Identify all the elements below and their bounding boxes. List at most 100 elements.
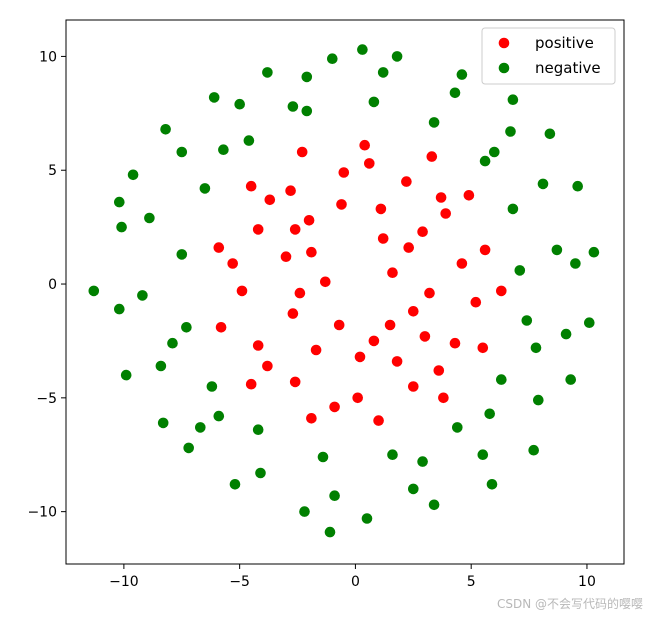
point-negative-61 bbox=[114, 196, 125, 208]
x-tick-label: −5 bbox=[229, 574, 250, 590]
point-negative-30 bbox=[329, 490, 340, 502]
point-positive-50 bbox=[433, 365, 445, 376]
point-negative-65 bbox=[167, 337, 178, 349]
point-negative-17 bbox=[551, 244, 563, 256]
point-positive-31 bbox=[215, 322, 227, 333]
point-negative-47 bbox=[565, 374, 576, 385]
point-negative-71 bbox=[213, 410, 225, 422]
point-negative-57 bbox=[208, 92, 220, 103]
point-negative-10 bbox=[206, 381, 218, 392]
x-tick-label: 5 bbox=[467, 574, 476, 590]
point-negative-54 bbox=[391, 51, 403, 62]
point-negative-4 bbox=[368, 96, 380, 108]
point-positive-37 bbox=[496, 285, 507, 297]
point-positive-36 bbox=[477, 342, 489, 354]
point-positive-54 bbox=[417, 226, 428, 237]
legend-marker-positive bbox=[498, 37, 510, 49]
point-negative-34 bbox=[560, 328, 572, 340]
point-negative-33 bbox=[533, 394, 544, 406]
point-negative-46 bbox=[528, 444, 539, 456]
point-positive-49 bbox=[329, 401, 340, 413]
point-positive-21 bbox=[352, 392, 364, 404]
y-tick-label: 5 bbox=[48, 163, 57, 179]
point-positive-32 bbox=[245, 378, 257, 390]
point-negative-11 bbox=[252, 424, 264, 436]
point-positive-16 bbox=[285, 185, 296, 196]
point-positive-41 bbox=[377, 233, 389, 244]
point-positive-35 bbox=[438, 392, 449, 404]
point-positive-39 bbox=[384, 319, 396, 331]
point-positive-30 bbox=[213, 242, 225, 253]
y-tick-label: 10 bbox=[39, 49, 57, 65]
point-negative-20 bbox=[449, 87, 461, 99]
point-negative-5 bbox=[301, 105, 313, 117]
point-positive-47 bbox=[227, 258, 238, 269]
point-negative-45 bbox=[486, 479, 498, 490]
point-negative-6 bbox=[243, 135, 255, 146]
y-tick-label: 0 bbox=[48, 277, 57, 293]
point-positive-7 bbox=[287, 308, 299, 319]
point-negative-55 bbox=[327, 53, 338, 64]
point-positive-20 bbox=[289, 376, 301, 388]
point-negative-53 bbox=[456, 69, 468, 80]
point-negative-52 bbox=[507, 94, 519, 105]
point-negative-15 bbox=[496, 374, 507, 385]
point-negative-63 bbox=[357, 44, 368, 55]
point-positive-38 bbox=[320, 276, 331, 288]
point-negative-28 bbox=[195, 422, 206, 433]
plot-frame bbox=[65, 19, 625, 565]
point-negative-42 bbox=[299, 506, 310, 517]
point-negative-41 bbox=[229, 479, 241, 490]
point-negative-59 bbox=[127, 169, 139, 181]
point-positive-6 bbox=[280, 251, 292, 262]
data-points bbox=[88, 44, 600, 538]
y-tick-label: −5 bbox=[36, 391, 57, 407]
point-negative-43 bbox=[361, 513, 373, 524]
point-negative-27 bbox=[155, 360, 167, 372]
point-positive-9 bbox=[354, 351, 366, 363]
point-positive-40 bbox=[333, 319, 345, 331]
plot-background bbox=[66, 20, 624, 564]
point-negative-62 bbox=[324, 526, 336, 538]
legend-label-negative: negative bbox=[535, 59, 601, 77]
point-negative-60 bbox=[88, 285, 100, 297]
point-positive-10 bbox=[391, 356, 403, 367]
point-positive-4 bbox=[336, 199, 347, 210]
point-negative-68 bbox=[484, 408, 496, 420]
point-negative-18 bbox=[537, 178, 549, 190]
point-negative-56 bbox=[262, 67, 273, 78]
point-negative-3 bbox=[428, 117, 440, 128]
point-positive-2 bbox=[424, 287, 435, 299]
point-positive-52 bbox=[435, 192, 447, 203]
point-positive-14 bbox=[401, 176, 412, 187]
point-positive-29 bbox=[245, 180, 257, 192]
point-positive-22 bbox=[408, 381, 419, 392]
point-negative-9 bbox=[181, 322, 192, 333]
point-negative-8 bbox=[176, 249, 188, 260]
point-positive-43 bbox=[408, 306, 419, 317]
point-negative-58 bbox=[160, 124, 171, 135]
point-positive-24 bbox=[479, 244, 491, 256]
x-tick-label: 10 bbox=[578, 574, 596, 590]
point-negative-40 bbox=[183, 442, 194, 454]
point-positive-34 bbox=[373, 415, 384, 426]
point-positive-51 bbox=[264, 194, 276, 206]
point-negative-36 bbox=[116, 221, 127, 233]
point-positive-53 bbox=[262, 360, 273, 372]
point-negative-2 bbox=[479, 155, 491, 167]
point-negative-25 bbox=[144, 212, 155, 224]
point-positive-1 bbox=[403, 242, 415, 253]
legend-marker-negative bbox=[498, 62, 510, 74]
point-negative-49 bbox=[588, 246, 600, 258]
point-negative-14 bbox=[452, 422, 463, 433]
point-negative-1 bbox=[507, 203, 519, 215]
x-tick-label: −10 bbox=[109, 574, 139, 590]
point-negative-48 bbox=[584, 317, 595, 329]
point-negative-22 bbox=[301, 71, 313, 83]
point-positive-8 bbox=[310, 344, 322, 356]
point-positive-15 bbox=[338, 167, 350, 178]
point-positive-26 bbox=[426, 151, 438, 162]
point-positive-33 bbox=[306, 413, 317, 424]
point-negative-67 bbox=[417, 456, 428, 467]
point-negative-38 bbox=[120, 369, 132, 381]
